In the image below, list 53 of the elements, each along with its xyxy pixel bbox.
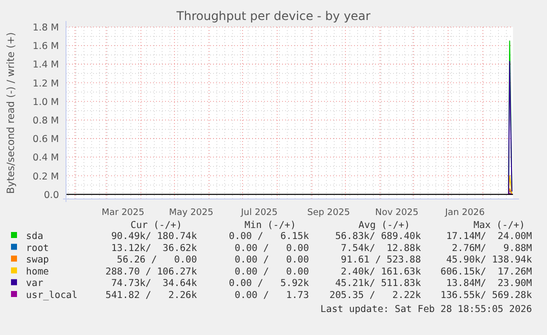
text: 45.21k/ 511.83k [335, 278, 422, 290]
text: 205.35 / 2.22k [329, 290, 422, 301]
text: 0.00 / 0.00 [234, 254, 310, 266]
text: 136.55k/ 569.28k [440, 290, 532, 301]
y-tick-label: 1.8 M [32, 22, 59, 34]
y-tick-label: 1.0 M [32, 96, 59, 108]
x-tick-label: Nov 2025 [375, 208, 418, 218]
text: 0.00 / 5.92k [228, 278, 310, 290]
text: 0.00 / 6.15k [228, 231, 310, 242]
text: Last update: Sat Feb 28 18:55:05 2026 [320, 304, 532, 315]
y-tick-label: 1.4 M [32, 60, 59, 71]
x-tick-label: May 2025 [168, 208, 214, 218]
y-tick-label: 0.2 M [32, 171, 59, 182]
legend-label: var [26, 278, 44, 290]
legend-label: root [26, 242, 49, 254]
x-tick-label: Jul 2025 [240, 208, 278, 218]
text: 17.14M/ 24.00M [446, 231, 532, 242]
x-tick-label: Mar 2025 [102, 208, 144, 218]
x-tick-label: Jan 2026 [444, 208, 486, 218]
text: Min (-/+) [244, 220, 296, 231]
text: 13.12k/ 36.62k [111, 242, 198, 254]
y-axis-title: Bytes/second read (-) / write (+) [6, 32, 17, 194]
text: 0.00 / 0.00 [234, 266, 310, 278]
text: 606.15k/ 17.26M [440, 266, 532, 278]
text: 56.26 / 0.00 [116, 254, 198, 266]
text: 56.83k/ 689.40k [335, 231, 422, 242]
text: 13.84M/ 23.90M [446, 278, 532, 290]
text: Cur (-/+) [130, 220, 182, 231]
y-tick-label: 0.0 [44, 190, 59, 201]
y-tick-label: 1.6 M [32, 41, 59, 52]
text: Max (-/+) [474, 220, 525, 231]
text: 45.90k/ 138.94k [446, 254, 532, 266]
x-tick-label: Sep 2025 [307, 208, 350, 218]
y-tick-label: 1.2 M [32, 78, 59, 90]
text: 90.49k/ 180.74k [111, 231, 198, 242]
text: 0.00 / 1.73 [234, 290, 309, 301]
legend-label: usr_local [26, 290, 78, 301]
text: 541.82 / 2.26k [105, 290, 198, 301]
text: 91.61 / 523.88 [340, 254, 422, 266]
y-tick-label: 0.6 M [32, 134, 59, 146]
text: Avg (-/+) [358, 220, 410, 231]
text: 2.40k/ 161.63k [340, 266, 422, 278]
y-tick-label: 0.8 M [32, 115, 59, 126]
text: 2.76M/ 9.88M [452, 242, 532, 254]
chart-title: Throughput per device - by year [176, 9, 371, 23]
legend-label: home [26, 266, 50, 278]
y-tick-label: 0.4 M [32, 152, 59, 164]
text: 74.73k/ 34.64k [111, 278, 198, 290]
text: 288.70 / 106.27k [105, 266, 198, 278]
text: 7.54k/ 12.88k [340, 242, 422, 254]
legend-label: sda [26, 231, 44, 242]
text: 0.00 / 0.00 [234, 242, 310, 254]
legend-label: swap [26, 254, 50, 266]
